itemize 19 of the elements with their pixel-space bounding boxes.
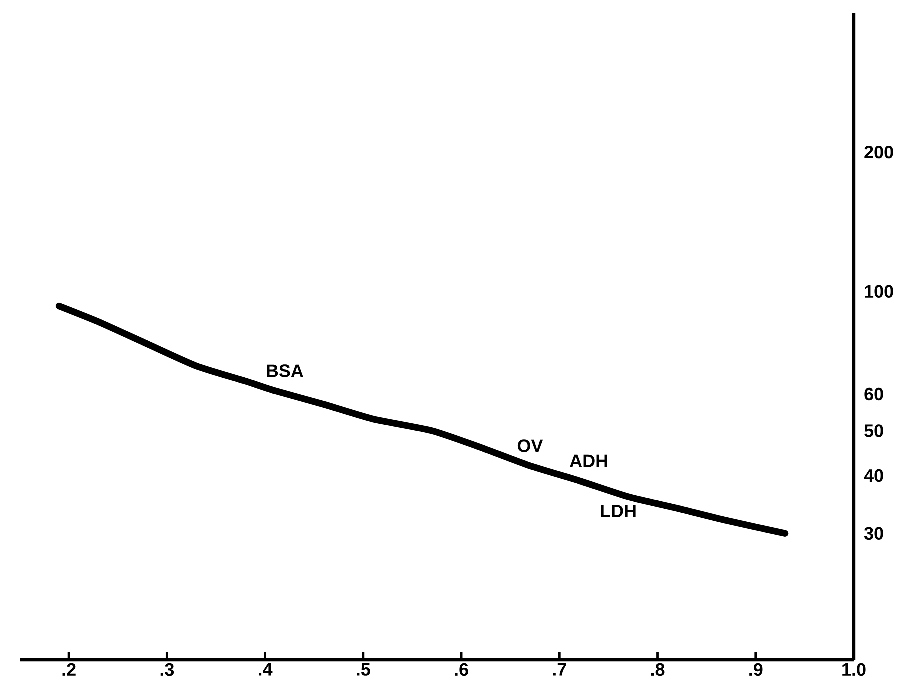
x-tick-label: .3 xyxy=(160,663,174,676)
annotation: BSA xyxy=(267,364,304,378)
y-tick-label: 60 xyxy=(864,388,884,401)
x-tick-label: .4 xyxy=(259,663,273,676)
x-tick-label: .5 xyxy=(357,663,370,676)
annotation: ADH xyxy=(570,454,608,468)
annotation: LDH xyxy=(601,505,636,518)
y-tick-label: 50 xyxy=(864,424,884,438)
x-tick-label: .8 xyxy=(651,663,665,676)
x-tick-label: 1.0 xyxy=(842,663,866,676)
y-tick-label: 100 xyxy=(865,285,894,298)
y-tick-label: 40 xyxy=(864,469,884,482)
x-tick-label: .2 xyxy=(62,663,76,676)
y-tick-label: 200 xyxy=(864,146,894,159)
annotation: OV xyxy=(518,440,544,452)
x-tick-label: .6 xyxy=(455,663,468,676)
y-tick-label: 30 xyxy=(864,527,884,540)
x-tick-label: .9 xyxy=(750,663,763,676)
x-tick-label: .7 xyxy=(553,663,566,676)
